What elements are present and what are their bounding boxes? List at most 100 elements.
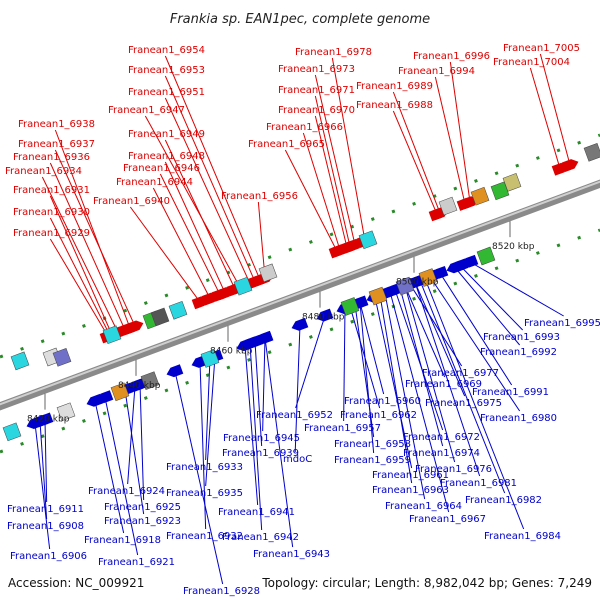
gene-label-reverse[interactable]: Franean1_6961 xyxy=(372,470,449,481)
gene-label-reverse[interactable]: Franean1_6984 xyxy=(484,531,561,542)
feature-block[interactable] xyxy=(502,173,522,192)
gene-label-forward[interactable]: Franean1_6938 xyxy=(18,119,95,130)
feature-block[interactable] xyxy=(233,276,253,296)
gene-label-reverse[interactable]: Franean1_6918 xyxy=(84,535,161,546)
gene-label-reverse[interactable]: Franean1_6957 xyxy=(304,423,381,434)
gene-label-reverse[interactable]: Franean1_6977 xyxy=(422,368,499,379)
gene-label-reverse[interactable]: Franean1_6945 xyxy=(223,433,300,444)
gene-label-reverse[interactable]: Franean1_6952 xyxy=(256,410,333,421)
feature-block[interactable] xyxy=(140,371,160,390)
feature-block[interactable] xyxy=(168,300,188,320)
gene-label-forward[interactable]: Franean1_7005 xyxy=(503,43,580,54)
gene-label-forward[interactable]: Franean1_6937 xyxy=(18,139,95,150)
feature-block[interactable] xyxy=(200,349,220,368)
feature-block[interactable] xyxy=(150,307,170,327)
feature-block[interactable] xyxy=(258,263,278,283)
gene-label-reverse[interactable]: Franean1_6933 xyxy=(166,462,243,473)
feature-block[interactable] xyxy=(358,230,378,250)
gene-label-reverse[interactable]: Franean1_6982 xyxy=(465,495,542,506)
feature-block[interactable] xyxy=(418,268,438,287)
gene-arrow-forward[interactable] xyxy=(191,294,210,310)
gene-label-forward[interactable]: Franean1_6948 xyxy=(128,151,205,162)
gene-label-forward[interactable]: Franean1_6946 xyxy=(123,163,200,174)
feature-block[interactable] xyxy=(102,325,122,345)
gene-label-reverse[interactable]: Franean1_6932 xyxy=(166,531,243,542)
feature-block[interactable] xyxy=(2,422,22,442)
gene-label-forward[interactable]: Franean1_6996 xyxy=(413,51,490,62)
gene-label-reverse[interactable]: Franean1_6923 xyxy=(104,516,181,527)
gene-arrow-forward[interactable] xyxy=(428,206,447,222)
gene-label-forward[interactable]: Franean1_6954 xyxy=(128,45,205,56)
gene-label-reverse[interactable]: Franean1_6962 xyxy=(340,410,417,421)
gene-label-reverse[interactable]: Franean1_6959 xyxy=(334,455,411,466)
gene-label-reverse[interactable]: Franean1_6969 xyxy=(405,379,482,390)
feature-block[interactable] xyxy=(368,286,388,306)
feature-block[interactable] xyxy=(110,382,130,402)
gene-arrow-reverse[interactable] xyxy=(315,308,334,324)
gene-label-forward[interactable]: Franean1_7004 xyxy=(493,57,570,68)
gene-label-forward[interactable]: Franean1_6940 xyxy=(93,196,170,207)
gene-label-reverse[interactable]: Franean1_6942 xyxy=(222,532,299,543)
gene-label-forward[interactable]: Franean1_6951 xyxy=(128,87,205,98)
gene-label-forward[interactable]: Franean1_6929 xyxy=(13,228,90,239)
feature-block[interactable] xyxy=(10,351,30,371)
gene-label-reverse[interactable]: Franean1_6925 xyxy=(104,502,181,513)
feature-block[interactable] xyxy=(583,142,600,162)
feature-block[interactable] xyxy=(56,402,76,422)
gene-label-forward[interactable]: Franean1_6956 xyxy=(221,191,298,202)
gene-label-reverse[interactable]: Franean1_6974 xyxy=(403,448,480,459)
gene-arrow-forward[interactable] xyxy=(328,243,347,259)
gene-label-forward[interactable]: Franean1_6931 xyxy=(13,185,90,196)
gene-label-reverse[interactable]: Franean1_6972 xyxy=(403,432,480,443)
gene-label-reverse[interactable]: Franean1_6921 xyxy=(98,557,175,568)
gene-label-reverse[interactable]: Franean1_6939 xyxy=(222,448,299,459)
gene-label-reverse[interactable]: Franean1_6906 xyxy=(10,551,87,562)
gene-arrow-reverse[interactable] xyxy=(165,364,184,379)
gene-label-forward[interactable]: Franean1_6970 xyxy=(278,105,355,116)
gene-label-reverse[interactable]: Franean1_6995 xyxy=(524,318,600,329)
gene-label-forward[interactable]: Franean1_6978 xyxy=(295,47,372,58)
gene-label-reverse[interactable]: Franean1_6963 xyxy=(372,485,449,496)
gene-label-forward[interactable]: Franean1_6936 xyxy=(13,152,90,163)
gene-arrow-forward[interactable] xyxy=(456,196,475,211)
gene-label-reverse[interactable]: Franean1_6993 xyxy=(483,332,560,343)
gene-label-forward[interactable]: Franean1_6988 xyxy=(356,100,433,111)
gene-label-reverse[interactable]: Franean1_6958 xyxy=(334,439,411,450)
gene-label-reverse[interactable]: Franean1_6928 xyxy=(183,586,260,597)
gene-label-reverse[interactable]: Franean1_6976 xyxy=(415,464,492,475)
gene-label-forward[interactable]: Franean1_6973 xyxy=(278,64,355,75)
gene-label-reverse[interactable]: Franean1_6967 xyxy=(409,514,486,525)
gene-label-reverse[interactable]: Franean1_6975 xyxy=(425,398,502,409)
gene-label-forward[interactable]: Franean1_6953 xyxy=(128,65,205,76)
gene-label-reverse[interactable]: Franean1_6991 xyxy=(472,387,549,398)
gene-arrow-reverse[interactable] xyxy=(445,260,464,275)
gene-label-reverse[interactable]: Franean1_6943 xyxy=(253,549,330,560)
gene-label-reverse[interactable]: Franean1_6924 xyxy=(88,486,165,497)
gene-label-forward[interactable]: Franean1_6947 xyxy=(108,105,185,116)
gene-label-forward[interactable]: Franean1_6994 xyxy=(398,66,475,77)
gene-label-forward[interactable]: Franean1_6949 xyxy=(128,129,205,140)
gene-label-reverse[interactable]: Franean1_6980 xyxy=(480,413,557,424)
gene-arrow-reverse[interactable] xyxy=(290,317,309,333)
gene-label-reverse[interactable]: Franean1_6908 xyxy=(7,521,84,532)
gene-arrow-reverse[interactable] xyxy=(240,336,259,351)
gene-label-reverse[interactable]: Franean1_6941 xyxy=(218,507,295,518)
feature-block[interactable] xyxy=(52,347,72,367)
gene-label-reverse[interactable]: Franean1_6960 xyxy=(344,396,421,407)
gene-arrow-reverse[interactable] xyxy=(95,390,114,405)
gene-label-forward[interactable]: Franean1_6971 xyxy=(278,85,355,96)
feature-block[interactable] xyxy=(470,186,490,206)
gene-label-reverse[interactable]: Franean1_6935 xyxy=(166,488,243,499)
feature-block[interactable] xyxy=(438,196,458,216)
gene-arrow-reverse[interactable] xyxy=(255,330,274,346)
gene-label-forward[interactable]: Franean1_6989 xyxy=(356,81,433,92)
gene-label-forward[interactable]: Franean1_6934 xyxy=(5,166,82,177)
gene-label-reverse[interactable]: mdoC xyxy=(283,454,312,465)
gene-label-forward[interactable]: Franean1_6930 xyxy=(13,207,90,218)
gene-label-forward[interactable]: Franean1_6966 xyxy=(266,122,343,133)
gene-label-forward[interactable]: Franean1_6965 xyxy=(248,139,325,150)
gene-arrow-forward[interactable] xyxy=(551,161,570,176)
gene-label-forward[interactable]: Franean1_6944 xyxy=(116,177,193,188)
feature-block[interactable] xyxy=(340,297,360,316)
feature-block[interactable] xyxy=(476,246,496,266)
